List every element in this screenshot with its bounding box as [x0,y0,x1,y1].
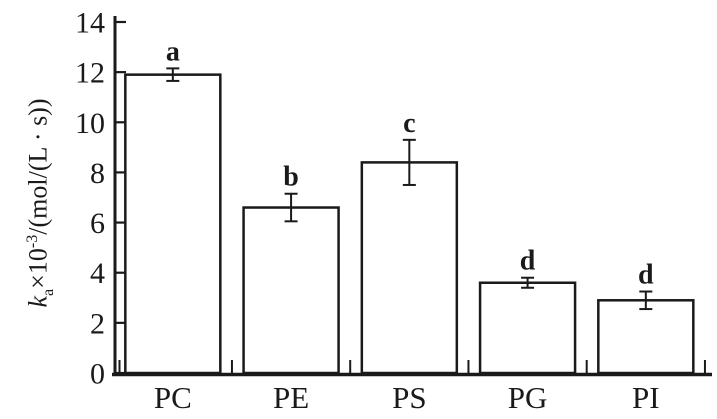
y-axis-label-symbol: k [23,295,53,308]
sig-letter-PS: c [403,108,415,139]
y-tick-label: 4 [90,257,105,290]
x-label-PI: PI [632,380,660,415]
sig-letter-PI: d [638,260,654,291]
y-axis-label: ka×10-3/(mol/(L · s)) [16,42,57,364]
bar-PI [597,299,695,375]
y-axis-label-multiplier: ×10 [23,248,53,289]
y-tick-label: 8 [90,157,105,190]
bar-PC [124,73,222,375]
bar-PE [242,206,340,375]
y-tick-label: 6 [90,207,105,240]
y-axis-label-subscript: a [39,288,57,296]
x-label-PE: PE [273,380,309,415]
y-axis-label-units: /(mol/(L · s)) [23,98,53,235]
x-label-PG: PG [508,380,548,415]
sig-letter-PG: d [520,246,536,277]
y-tick-label: 0 [90,358,105,391]
y-tick-label: 12 [75,57,105,90]
x-label-PC: PC [154,380,192,415]
bar-PG [478,281,577,375]
sig-letter-PC: a [166,36,180,67]
bar-PS [360,161,459,375]
x-label-PS: PS [392,380,426,415]
y-tick-label: 10 [75,107,105,140]
y-tick-label: 2 [90,307,105,340]
sig-letter-PE: b [283,162,299,193]
y-axis-label-exponent: -3 [24,234,41,249]
y-tick-label: 14 [75,7,105,40]
